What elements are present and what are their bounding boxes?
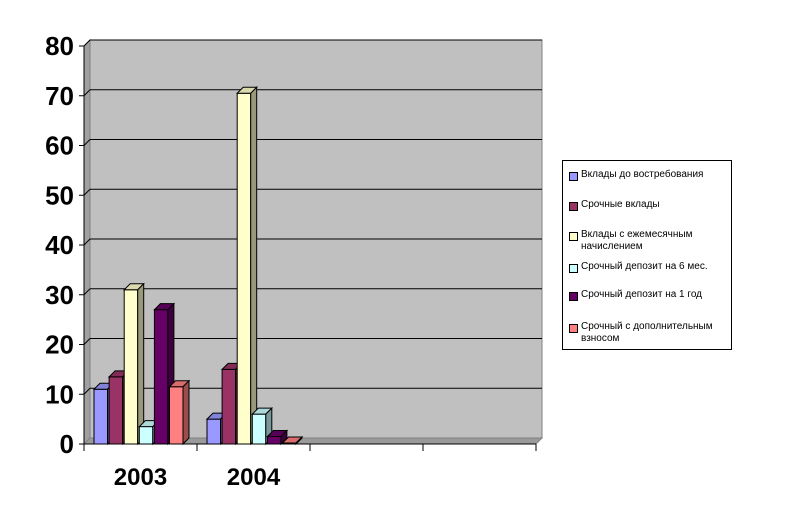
- gridline: [83, 89, 91, 97]
- legend-label: Срочные вклады: [581, 199, 660, 210]
- legend-label: Вклады до востребования: [581, 169, 704, 180]
- y-tick-label: 50: [45, 180, 74, 210]
- legend-swatch: [569, 324, 578, 333]
- legend-item: Срочный с дополнительным взносом: [569, 321, 729, 345]
- legend-label: Срочный депозит на 6 мес.: [581, 261, 708, 272]
- legend-item: Вклады до востребования: [569, 169, 729, 181]
- bar: [138, 426, 154, 445]
- bar: [251, 413, 267, 445]
- legend-item: Вклады с ежемесячным начислением: [569, 229, 729, 253]
- bar-side: [295, 435, 303, 446]
- legend-swatch: [569, 232, 578, 241]
- bar: [169, 386, 184, 445]
- bar-side: [250, 86, 258, 446]
- y-tick-label: 10: [45, 379, 74, 409]
- bar: [236, 92, 252, 445]
- bar-side: [182, 379, 190, 446]
- legend-label: Срочный депозит на 1 год: [581, 289, 703, 300]
- legend-label: Срочный с дополнительным взносом: [581, 321, 713, 344]
- gridline: [83, 387, 91, 395]
- y-tick-label: 60: [45, 131, 74, 161]
- bar: [123, 289, 139, 445]
- legend-swatch: [569, 292, 578, 301]
- legend-swatch: [569, 172, 578, 181]
- legend-swatch: [569, 202, 578, 211]
- y-tick-label: 0: [60, 429, 74, 459]
- gridline: [83, 288, 91, 296]
- y-tick-label: 30: [45, 280, 74, 310]
- gridline: [83, 39, 91, 47]
- legend-item: Срочный депозит на 6 мес.: [569, 261, 729, 273]
- gridline: [83, 188, 91, 196]
- bar: [266, 436, 282, 445]
- legend-label: Вклады с ежемесячным начислением: [581, 229, 693, 252]
- bar: [153, 309, 169, 445]
- x-tick-label: 2003: [114, 464, 167, 491]
- y-tick-label: 40: [45, 230, 74, 260]
- legend-swatch: [569, 264, 578, 273]
- bar: [93, 388, 108, 445]
- legend: Вклады до востребования Срочные вклады Вкл…: [562, 160, 732, 350]
- y-tick-label: 70: [45, 81, 74, 111]
- bar: [221, 368, 237, 445]
- gridline: [83, 338, 91, 345]
- bar-side: [137, 282, 145, 446]
- y-tick-label: 80: [45, 31, 74, 61]
- gridline: [83, 139, 91, 146]
- legend-item: Срочный депозит на 1 год: [569, 289, 729, 301]
- bar: [206, 418, 221, 445]
- x-tick-label: 2004: [227, 464, 281, 491]
- gridline: [83, 238, 91, 246]
- legend-item: Срочные вклады: [569, 199, 729, 211]
- y-tick-label: 20: [45, 330, 74, 360]
- bar: [108, 376, 124, 445]
